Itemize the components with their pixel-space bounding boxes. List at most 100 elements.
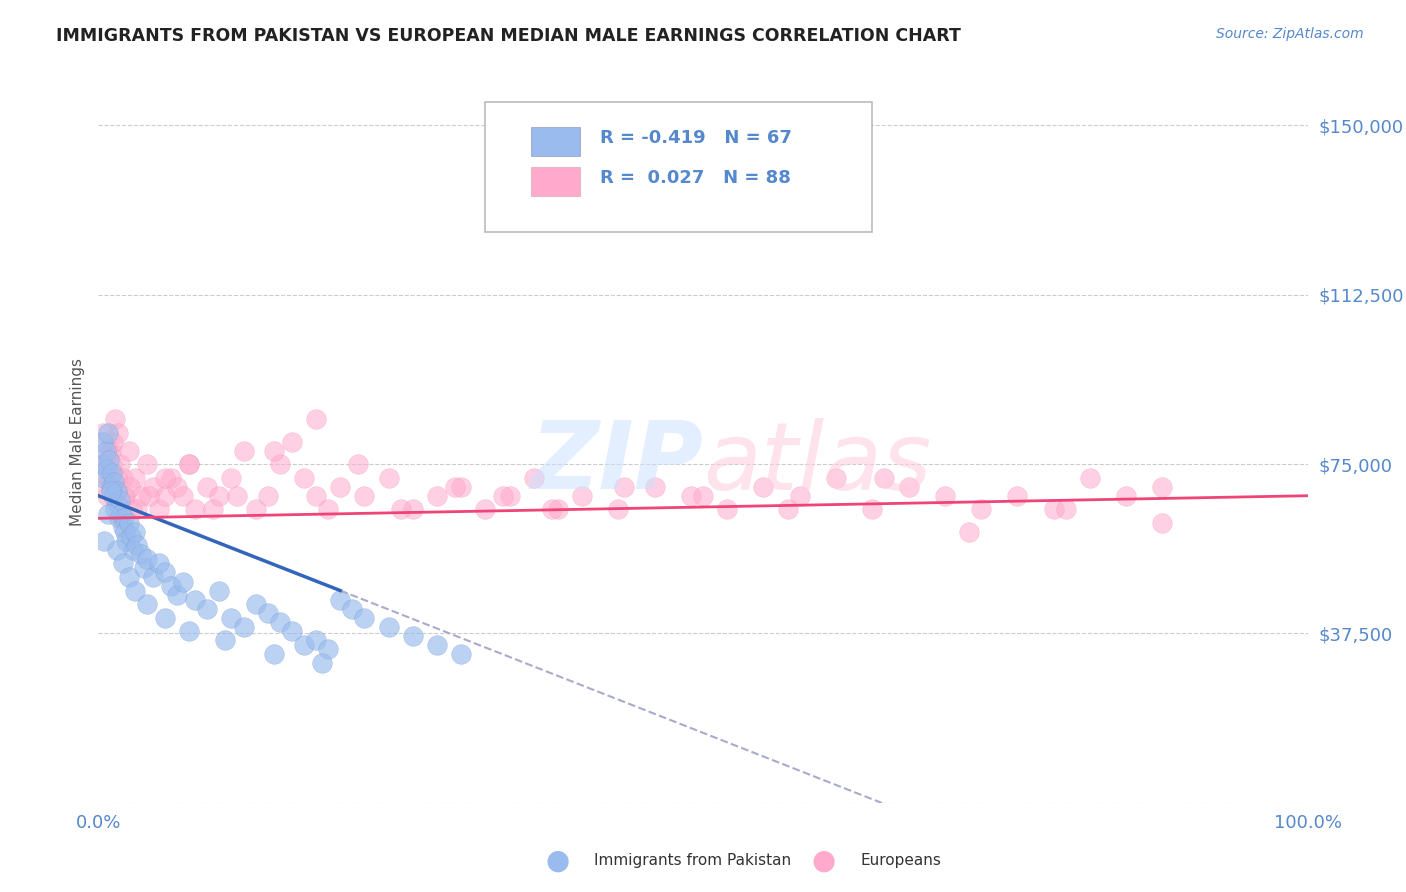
Point [450, 647, 472, 661]
Point [129, 548, 152, 562]
Point [142, 480, 165, 494]
Point [93, 457, 115, 471]
Point [142, 570, 165, 584]
Point [179, 457, 201, 471]
Point [897, 480, 920, 494]
Point [172, 574, 194, 589]
Point [107, 425, 129, 440]
Point [263, 443, 285, 458]
FancyBboxPatch shape [531, 167, 579, 196]
Point [1042, 502, 1064, 516]
Point [166, 588, 188, 602]
Point [107, 498, 129, 512]
Point [402, 502, 425, 516]
Point [316, 642, 339, 657]
Point [118, 480, 141, 494]
Point [100, 480, 122, 494]
Point [692, 489, 714, 503]
Point [101, 434, 124, 449]
Point [305, 412, 328, 426]
Point [91, 425, 114, 440]
Point [281, 624, 304, 639]
Point [112, 511, 135, 525]
Point [98, 470, 121, 484]
Point [124, 583, 146, 598]
Point [208, 489, 231, 503]
Point [1007, 489, 1029, 503]
Point [347, 457, 370, 471]
Point [100, 484, 122, 499]
Point [153, 566, 176, 580]
Point [153, 610, 176, 624]
Point [353, 610, 375, 624]
Point [208, 583, 231, 598]
Point [104, 412, 127, 426]
Text: ●: ● [546, 847, 569, 874]
Point [98, 452, 121, 467]
Point [100, 466, 122, 480]
Point [115, 533, 138, 548]
Point [716, 502, 738, 516]
Point [124, 524, 146, 539]
Point [305, 633, 328, 648]
Point [138, 489, 160, 503]
Point [613, 480, 636, 494]
Point [523, 470, 546, 484]
Point [377, 620, 399, 634]
Point [221, 470, 243, 484]
Point [94, 443, 117, 458]
Text: atlas: atlas [703, 417, 931, 508]
Point [111, 520, 134, 534]
Point [153, 489, 176, 503]
Text: R = -0.419   N = 67: R = -0.419 N = 67 [600, 129, 792, 147]
Text: Source: ZipAtlas.com: Source: ZipAtlas.com [1216, 27, 1364, 41]
Point [195, 480, 218, 494]
Point [873, 470, 896, 484]
Point [426, 638, 449, 652]
Point [118, 570, 141, 584]
Point [195, 601, 218, 615]
Point [122, 542, 145, 557]
Point [245, 597, 267, 611]
Point [118, 516, 141, 530]
Point [124, 470, 146, 484]
Point [825, 470, 848, 484]
Point [547, 502, 569, 516]
Point [105, 470, 128, 484]
Point [111, 470, 134, 484]
Point [311, 656, 333, 670]
Point [111, 557, 134, 571]
Point [135, 457, 157, 471]
Point [129, 489, 152, 503]
Point [110, 507, 132, 521]
Point [214, 633, 236, 648]
Point [305, 489, 328, 503]
Text: Immigrants from Pakistan: Immigrants from Pakistan [595, 853, 792, 868]
Point [121, 502, 143, 516]
Point [148, 557, 170, 571]
Point [202, 502, 225, 516]
Point [108, 511, 131, 525]
Point [269, 457, 291, 471]
Point [329, 480, 352, 494]
Point [103, 475, 125, 490]
Point [118, 443, 141, 458]
Point [112, 489, 135, 503]
Point [970, 502, 993, 516]
Point [444, 480, 467, 494]
Point [184, 592, 207, 607]
Point [679, 489, 702, 503]
Point [752, 480, 775, 494]
Point [281, 434, 304, 449]
Point [263, 647, 285, 661]
Point [100, 443, 122, 458]
Point [492, 489, 515, 503]
Point [860, 502, 883, 516]
Point [226, 489, 249, 503]
Point [105, 542, 128, 557]
Point [789, 489, 811, 503]
Text: ●: ● [811, 847, 837, 874]
Point [127, 538, 149, 552]
Point [607, 502, 630, 516]
Point [179, 457, 201, 471]
